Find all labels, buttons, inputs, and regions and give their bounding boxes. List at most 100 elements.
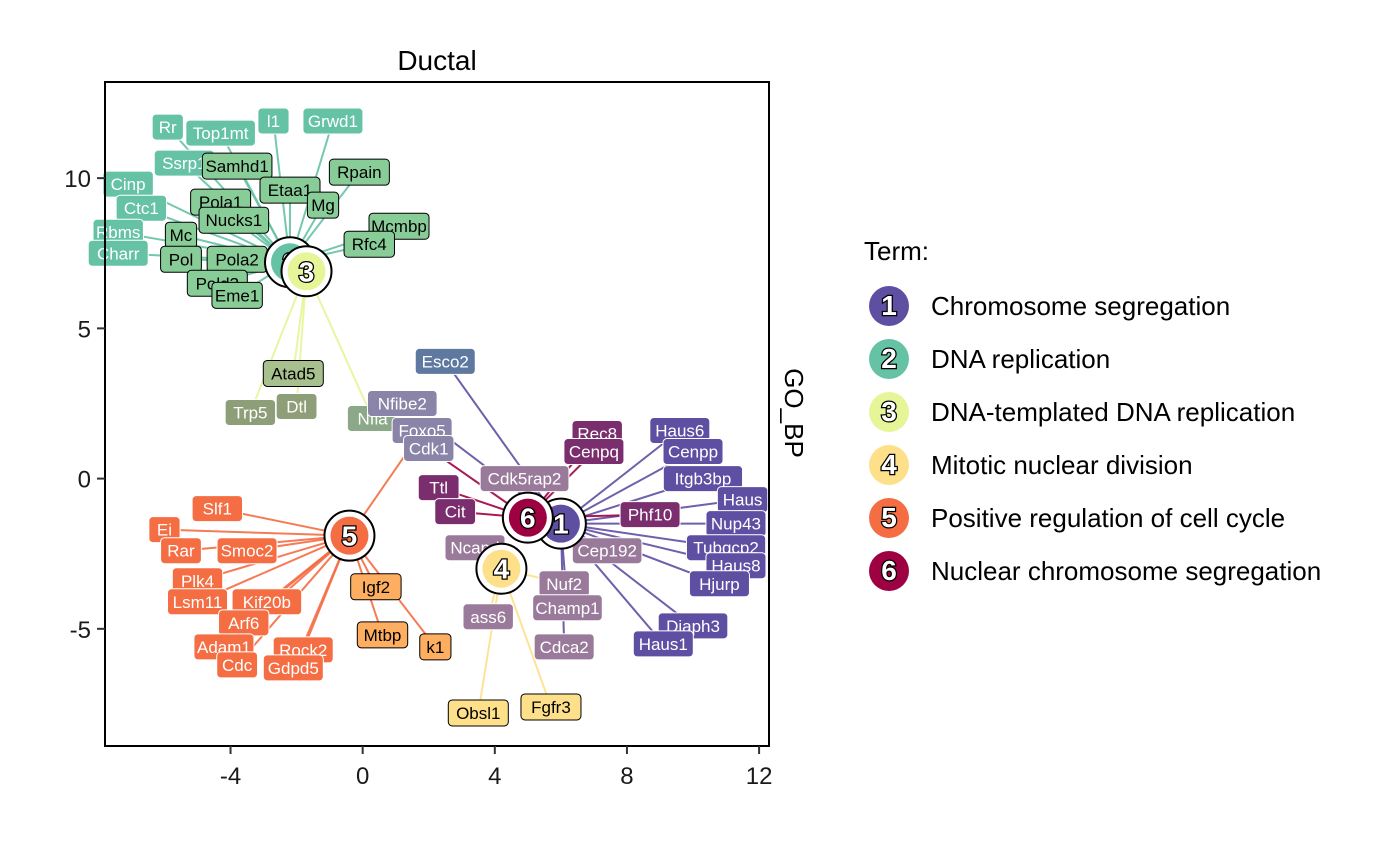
gene-label: Etaa1 (259, 176, 321, 204)
gene-label-text: Cdc (222, 656, 253, 675)
gene-label-text: Esco2 (422, 352, 469, 371)
legend-key-circle (869, 445, 909, 485)
gene-label-text: Mc (170, 226, 193, 245)
gene-label-text: Rar (167, 542, 195, 561)
term-center-marker: 6 (501, 491, 554, 544)
gene-label-text: Nucks1 (205, 211, 262, 230)
gene-label-box (462, 603, 514, 631)
gene-label: Itgb3bp (662, 465, 744, 493)
gene-label-text: Pol (169, 250, 194, 269)
gene-label: Eme1 (211, 281, 263, 309)
gene-label: Ttl (417, 474, 460, 502)
x-tick-label: 12 (746, 763, 773, 790)
legend-key-number: 6 (881, 555, 897, 586)
gene-label-box (434, 498, 477, 526)
gene-label-text: Smoc2 (221, 542, 274, 561)
gene-label-box (532, 594, 603, 622)
gene-label: Obsl1 (447, 699, 509, 727)
gene-label: Cenpp (662, 438, 724, 466)
gene-label-text: Plk4 (181, 572, 214, 591)
legend: Term: 1 Chromosome segregation 2 DNA replica… (864, 236, 1321, 591)
legend-key-number: 3 (881, 396, 897, 427)
x-tick-label: 4 (488, 763, 501, 790)
gene-label: Cdc (216, 651, 259, 679)
gene-label: Ctc1 (115, 194, 168, 222)
gene-label-box (632, 630, 694, 658)
gene-label: Cenpq (563, 438, 625, 466)
gene-label-text: Haus (723, 491, 763, 510)
term-center-marker: 4 (475, 542, 528, 595)
gene-label-text: Mg (311, 196, 335, 215)
gene-label-box (262, 359, 324, 387)
gene-label-box (275, 392, 318, 420)
gene-label: Charr (87, 239, 149, 267)
legend-key-number: 4 (881, 449, 897, 480)
legend-key-number: 1 (881, 290, 897, 321)
gene-label: Samhd1 (201, 152, 273, 180)
gene-label-text: Haus6 (655, 422, 704, 441)
gene-label-text: Samhd1 (205, 157, 268, 176)
gene-label-text: Cdk5rap2 (488, 470, 562, 489)
gene-label-box (216, 651, 259, 679)
gene-label-box (191, 495, 244, 523)
gene-label-text: Ctc1 (124, 199, 159, 218)
facet-strip-label: GO_BP (779, 368, 809, 458)
gene-label-text: Dtl (286, 397, 307, 416)
gene-label-text: Arf6 (228, 614, 259, 633)
gene-label-text: Slf1 (203, 500, 232, 519)
gene-label: Lsm11 (166, 588, 228, 616)
gene-label: Pola2 (206, 245, 268, 273)
term-center-number: 4 (494, 554, 510, 585)
term-centers-layer: 123456 (263, 236, 587, 595)
legend-label: DNA replication (931, 344, 1110, 374)
legend-key-number: 5 (881, 502, 897, 533)
term-center-number: 5 (342, 521, 358, 552)
gene-label-text: l1 (267, 112, 280, 131)
gene-label: Esco2 (414, 347, 476, 375)
gene-label: Champ1 (532, 594, 603, 622)
gene-label-text: Nuf2 (546, 575, 582, 594)
gene-label-text: Igf2 (362, 578, 390, 597)
gene-label-text: Atad5 (271, 364, 315, 383)
term-center-number: 3 (299, 256, 315, 287)
gene-label: Ei (148, 516, 181, 544)
gene-label: Kif20b (231, 588, 303, 616)
gene-label: Atad5 (262, 359, 324, 387)
gene-label: Plk4 (171, 567, 224, 595)
gene-label: Haus (716, 486, 769, 514)
gene-label: ass6 (462, 603, 514, 631)
gene-label: Dtl (275, 392, 318, 420)
x-tick-label: -4 (220, 763, 241, 790)
gene-label: Smoc2 (216, 537, 278, 565)
gene-label-text: Ttl (429, 479, 448, 498)
gene-label: Mtbp (356, 621, 409, 649)
term-center-dot (508, 498, 547, 537)
gene-label-box (160, 537, 202, 565)
gene-label-text: Hjurp (699, 575, 740, 594)
y-tick-label: 0 (78, 467, 91, 494)
x-tick-label: 8 (620, 763, 633, 790)
gene-label-box (403, 435, 455, 463)
gene-label-box (688, 570, 750, 598)
x-axis: -4 0 4 8 12 (220, 746, 773, 790)
gene-label: k1 (419, 633, 452, 661)
gene-label: Cinp (102, 170, 154, 198)
gene-label-box (257, 107, 290, 135)
gene-label-text: k1 (426, 638, 444, 657)
gene-label-text: Itgb3bp (675, 470, 732, 489)
y-tick-label: 10 (64, 166, 91, 193)
gene-label-box (302, 107, 364, 135)
gene-label: Rar (160, 537, 202, 565)
gene-label: Igf2 (350, 573, 402, 601)
gene-label-text: Rfc4 (352, 235, 387, 254)
legend-label: DNA-templated DNA replication (931, 397, 1295, 427)
gene-label-text: Cdk1 (409, 440, 449, 459)
gene-label-text: Trp5 (233, 403, 267, 422)
link-line (305, 270, 374, 419)
legend-key-circle (869, 498, 909, 538)
gene-label-text: Cinp (111, 175, 146, 194)
gene-label-text: Cdca2 (540, 638, 589, 657)
gene-label: Grwd1 (302, 107, 364, 135)
term-center-dot (482, 549, 521, 588)
gene-label-box (367, 389, 438, 417)
